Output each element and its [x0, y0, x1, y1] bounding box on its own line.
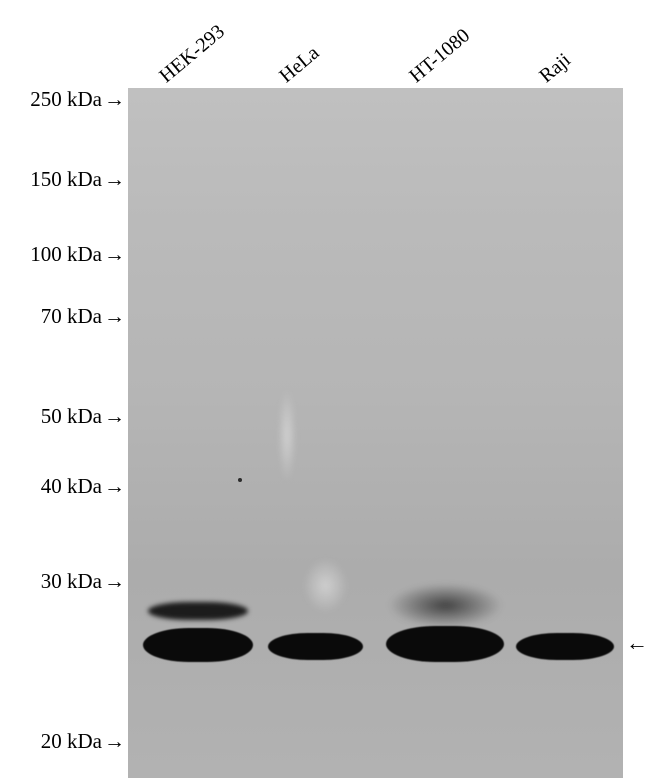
ladder-marker-250: 250 kDa→ [30, 87, 125, 112]
ladder-text: 40 kDa [41, 474, 102, 499]
ladder-arrow-icon: → [104, 169, 125, 190]
ladder-arrow-icon: → [104, 571, 125, 592]
ladder-marker-150: 150 kDa→ [30, 167, 125, 192]
ladder-marker-50: 50 kDa→ [41, 404, 125, 429]
ladder-arrow-icon: → [104, 89, 125, 110]
ladder-text: 250 kDa [30, 87, 102, 112]
band-hela [268, 633, 363, 660]
ladder-marker-40: 40 kDa→ [41, 474, 125, 499]
ladder-text: 20 kDa [41, 729, 102, 754]
ladder-marker-30: 30 kDa→ [41, 569, 125, 594]
band-hek293 [143, 628, 253, 662]
target-band-arrow-icon: ← [626, 630, 648, 656]
band-ht1080-smear [388, 583, 503, 628]
ladder-text: 30 kDa [41, 569, 102, 594]
ladder-labels-container: 250 kDa→ 150 kDa→ 100 kDa→ 70 kDa→ 50 kD… [0, 0, 125, 783]
ladder-marker-70: 70 kDa→ [41, 304, 125, 329]
film-artifact-smudge [303, 558, 348, 613]
ladder-text: 50 kDa [41, 404, 102, 429]
lane-label-hela: HeLa [275, 42, 324, 88]
film-artifact-streak [278, 388, 296, 483]
lane-label-ht1080: HT-1080 [405, 24, 475, 88]
lane-label-hek293: HEK-293 [155, 20, 229, 88]
lane-label-raji: Raji [535, 49, 575, 88]
film-artifact-dot [238, 478, 242, 482]
blot-film-area: WWW.PTGLAB.COM [128, 88, 623, 778]
ladder-text: 70 kDa [41, 304, 102, 329]
ladder-arrow-icon: → [104, 306, 125, 327]
band-ht1080 [386, 626, 504, 662]
ladder-arrow-icon: → [104, 406, 125, 427]
ladder-arrow-icon: → [104, 476, 125, 497]
ladder-text: 150 kDa [30, 167, 102, 192]
ladder-marker-100: 100 kDa→ [30, 242, 125, 267]
ladder-marker-20: 20 kDa→ [41, 729, 125, 754]
band-hek293-upper [148, 602, 248, 620]
ladder-arrow-icon: → [104, 731, 125, 752]
film-gradient [128, 88, 623, 778]
ladder-arrow-icon: → [104, 244, 125, 265]
ladder-text: 100 kDa [30, 242, 102, 267]
band-raji [516, 633, 614, 660]
